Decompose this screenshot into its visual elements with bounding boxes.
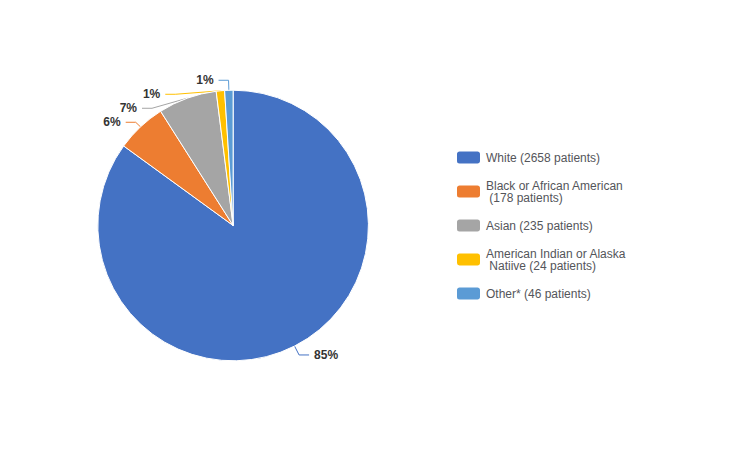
svg-text:7%: 7% (120, 101, 138, 115)
svg-text:1%: 1% (143, 87, 161, 101)
svg-text:Other* (46 patients): Other* (46 patients) (486, 287, 591, 301)
svg-text:Natiive (24 patients): Natiive (24 patients) (486, 259, 596, 273)
svg-text:Black or African American: Black or African American (486, 178, 623, 193)
svg-text:1%: 1% (196, 73, 214, 87)
svg-text:White (2658 patients): White (2658 patients) (486, 151, 600, 165)
svg-text:American Indian or Alaska: American Indian or Alaska (486, 246, 626, 261)
svg-text:(178 patients): (178 patients) (486, 191, 563, 205)
svg-text:Asian (235 patients): Asian (235 patients) (486, 219, 593, 233)
svg-text:6%: 6% (103, 115, 121, 129)
svg-text:85%: 85% (314, 348, 338, 362)
